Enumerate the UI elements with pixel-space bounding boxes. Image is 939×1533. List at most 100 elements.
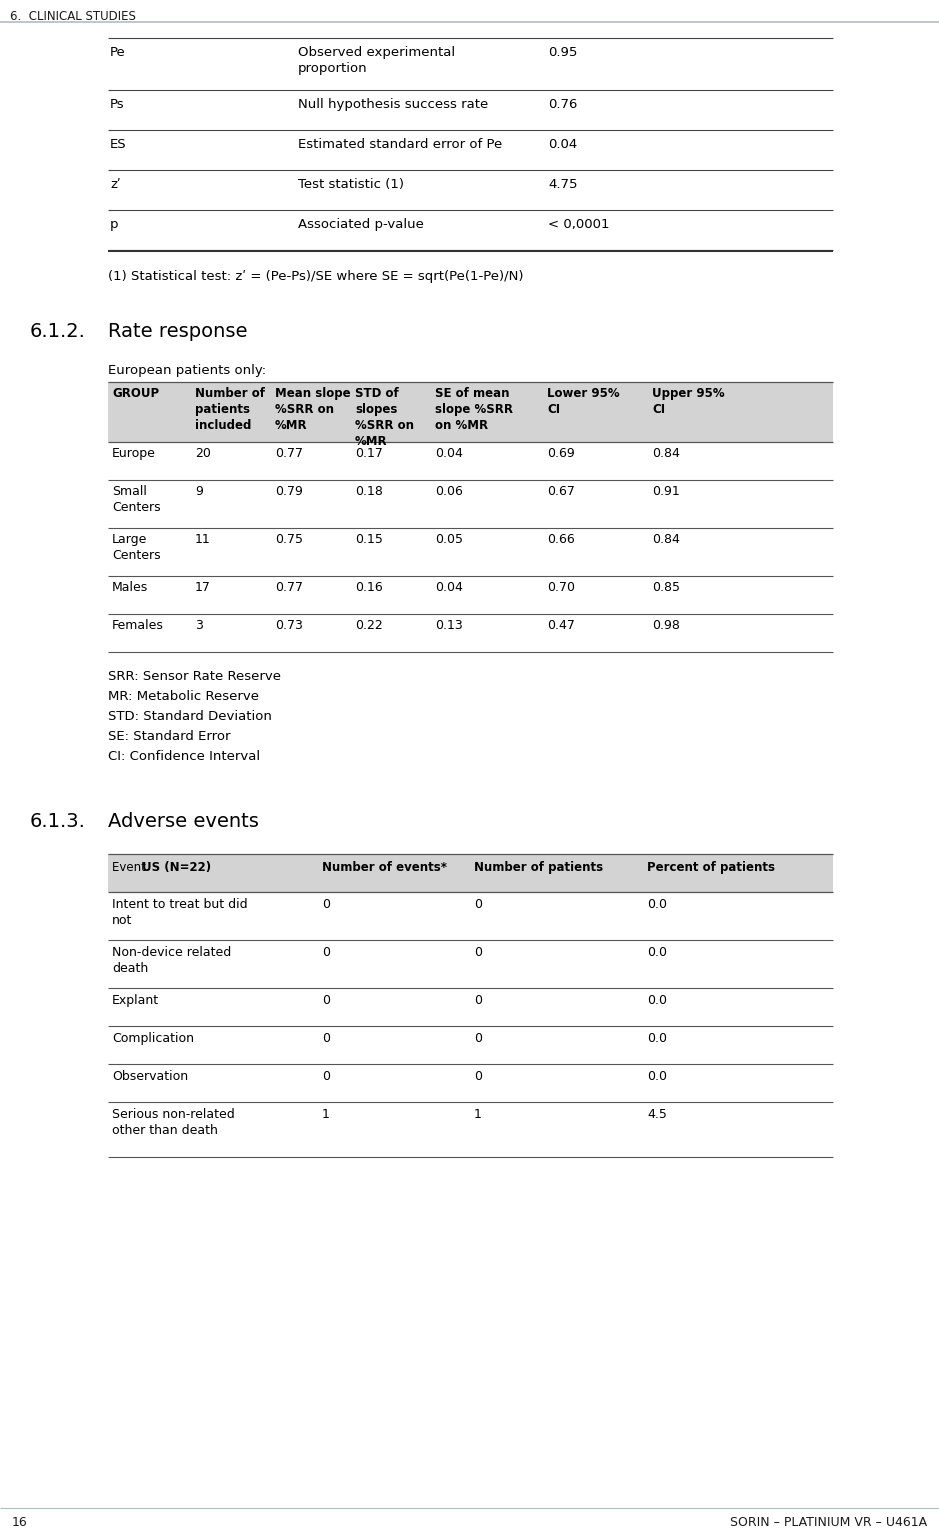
Text: 6.  CLINICAL STUDIES: 6. CLINICAL STUDIES xyxy=(10,11,136,23)
Text: 0.77: 0.77 xyxy=(275,581,303,593)
Text: 9: 9 xyxy=(195,484,203,498)
Text: 0.18: 0.18 xyxy=(355,484,383,498)
Text: ES: ES xyxy=(110,138,127,150)
Text: 0: 0 xyxy=(322,993,330,1007)
Text: SE of mean
slope %SRR
on %MR: SE of mean slope %SRR on %MR xyxy=(435,386,513,432)
Text: 0.04: 0.04 xyxy=(548,138,577,150)
Text: Rate response: Rate response xyxy=(108,322,248,340)
Text: 0.66: 0.66 xyxy=(547,533,575,546)
Text: SRR: Sensor Rate Reserve: SRR: Sensor Rate Reserve xyxy=(108,670,281,684)
Text: 0.79: 0.79 xyxy=(275,484,303,498)
Text: 0.77: 0.77 xyxy=(275,448,303,460)
Text: Upper 95%
CI: Upper 95% CI xyxy=(652,386,725,415)
Text: 3: 3 xyxy=(195,619,203,632)
Text: GROUP: GROUP xyxy=(112,386,159,400)
Text: 0.04: 0.04 xyxy=(435,448,463,460)
Text: p: p xyxy=(110,218,118,231)
Text: Serious non-related
other than death: Serious non-related other than death xyxy=(112,1108,235,1137)
Text: 0.06: 0.06 xyxy=(435,484,463,498)
Text: 0.0: 0.0 xyxy=(647,946,667,960)
Text: European patients only:: European patients only: xyxy=(108,363,266,377)
Text: US (N=22): US (N=22) xyxy=(142,862,211,874)
Text: Ps: Ps xyxy=(110,98,125,110)
Text: 0: 0 xyxy=(322,946,330,960)
Text: 0.70: 0.70 xyxy=(547,581,575,593)
Text: 20: 20 xyxy=(195,448,211,460)
Text: 16: 16 xyxy=(12,1516,28,1528)
Text: Large
Centers: Large Centers xyxy=(112,533,161,563)
Text: 0.91: 0.91 xyxy=(652,484,680,498)
Text: < 0,0001: < 0,0001 xyxy=(548,218,609,231)
Text: SE: Standard Error: SE: Standard Error xyxy=(108,730,230,744)
Text: Europe: Europe xyxy=(112,448,156,460)
Text: 0.0: 0.0 xyxy=(647,1070,667,1082)
Text: 6.1.3.: 6.1.3. xyxy=(30,812,85,831)
Text: Intent to treat but did
not: Intent to treat but did not xyxy=(112,898,248,927)
Text: 0.15: 0.15 xyxy=(355,533,383,546)
Text: 11: 11 xyxy=(195,533,210,546)
Text: 0: 0 xyxy=(322,1032,330,1046)
Text: 17: 17 xyxy=(195,581,211,593)
Text: Test statistic (1): Test statistic (1) xyxy=(298,178,404,192)
Text: Event: Event xyxy=(112,862,149,874)
Text: Mean slope
%SRR on
%MR: Mean slope %SRR on %MR xyxy=(275,386,350,432)
Text: CI: Confidence Interval: CI: Confidence Interval xyxy=(108,750,260,763)
Text: 0.0: 0.0 xyxy=(647,898,667,911)
Text: Adverse events: Adverse events xyxy=(108,812,259,831)
Text: 0: 0 xyxy=(474,993,482,1007)
Text: 0: 0 xyxy=(474,1070,482,1082)
Text: MR: Metabolic Reserve: MR: Metabolic Reserve xyxy=(108,690,259,704)
Text: STD of
slopes
%SRR on
%MR: STD of slopes %SRR on %MR xyxy=(355,386,414,448)
Text: Males: Males xyxy=(112,581,148,593)
Text: 1: 1 xyxy=(322,1108,330,1121)
Text: Number of patients: Number of patients xyxy=(474,862,603,874)
Text: Null hypothesis success rate: Null hypothesis success rate xyxy=(298,98,488,110)
Text: 0.73: 0.73 xyxy=(275,619,303,632)
Text: Percent of patients: Percent of patients xyxy=(647,862,775,874)
Text: Females: Females xyxy=(112,619,164,632)
Text: Complication: Complication xyxy=(112,1032,194,1046)
Text: Observed experimental
proportion: Observed experimental proportion xyxy=(298,46,455,75)
Text: Observation: Observation xyxy=(112,1070,188,1082)
Text: 0.16: 0.16 xyxy=(355,581,383,593)
Text: 0: 0 xyxy=(474,1032,482,1046)
Text: 0.84: 0.84 xyxy=(652,448,680,460)
Text: 0.67: 0.67 xyxy=(547,484,575,498)
Text: 0: 0 xyxy=(474,946,482,960)
Text: STD: Standard Deviation: STD: Standard Deviation xyxy=(108,710,272,724)
Text: 0.69: 0.69 xyxy=(547,448,575,460)
Text: (1) Statistical test: zʹ = (Pe-Ps)/SE where SE = sqrt(Pe(1-Pe)/N): (1) Statistical test: zʹ = (Pe-Ps)/SE wh… xyxy=(108,270,524,284)
Text: Number of events*: Number of events* xyxy=(322,862,447,874)
Text: Number of
patients
included: Number of patients included xyxy=(195,386,265,432)
Text: 4.75: 4.75 xyxy=(548,178,577,192)
Text: 0: 0 xyxy=(322,898,330,911)
Text: 0.84: 0.84 xyxy=(652,533,680,546)
Text: Small
Centers: Small Centers xyxy=(112,484,161,514)
Text: Non-device related
death: Non-device related death xyxy=(112,946,231,975)
Text: zʹ: zʹ xyxy=(110,178,121,192)
Text: SORIN – PLATINIUM VR – U461A: SORIN – PLATINIUM VR – U461A xyxy=(730,1516,927,1528)
Text: 0.47: 0.47 xyxy=(547,619,575,632)
Text: Explant: Explant xyxy=(112,993,159,1007)
Text: 0.04: 0.04 xyxy=(435,581,463,593)
Text: Estimated standard error of Pe: Estimated standard error of Pe xyxy=(298,138,502,150)
Text: 0.0: 0.0 xyxy=(647,1032,667,1046)
Text: Pe: Pe xyxy=(110,46,126,58)
Text: 0.05: 0.05 xyxy=(435,533,463,546)
Text: 6.1.2.: 6.1.2. xyxy=(30,322,85,340)
Text: 0: 0 xyxy=(474,898,482,911)
Text: 0.0: 0.0 xyxy=(647,993,667,1007)
Text: 4.5: 4.5 xyxy=(647,1108,667,1121)
Text: Lower 95%
CI: Lower 95% CI xyxy=(547,386,620,415)
Text: 0.75: 0.75 xyxy=(275,533,303,546)
Text: 1: 1 xyxy=(474,1108,482,1121)
Bar xyxy=(108,382,833,442)
Text: 0.22: 0.22 xyxy=(355,619,383,632)
Text: 0: 0 xyxy=(322,1070,330,1082)
Text: 0.95: 0.95 xyxy=(548,46,577,58)
Text: 0.17: 0.17 xyxy=(355,448,383,460)
Bar xyxy=(108,854,833,892)
Text: 0.76: 0.76 xyxy=(548,98,577,110)
Text: 0.85: 0.85 xyxy=(652,581,680,593)
Text: 0.98: 0.98 xyxy=(652,619,680,632)
